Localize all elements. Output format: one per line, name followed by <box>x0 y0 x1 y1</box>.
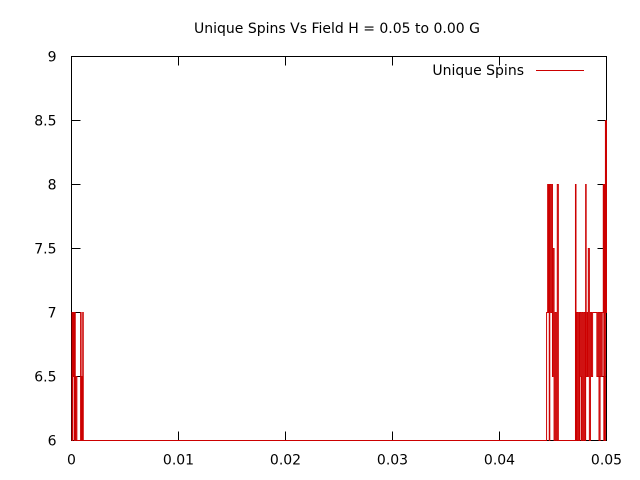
chart-title: Unique Spins Vs Field H = 0.05 to 0.00 G <box>194 21 480 37</box>
y-tick-label: 7.5 <box>34 242 56 258</box>
x-axis: 0 0.01 0.02 0.03 0.04 0.05 <box>67 56 622 469</box>
y-tick-label: 7 <box>48 306 57 322</box>
y-tick-label: 9 <box>48 50 57 66</box>
legend: Unique Spins <box>432 63 584 79</box>
legend-label-unique-spins: Unique Spins <box>432 63 524 79</box>
x-tick-label: 0.01 <box>163 453 194 469</box>
x-tick-label: 0.04 <box>484 453 515 469</box>
y-tick-label: 8.5 <box>34 114 56 130</box>
x-tick-label: 0.05 <box>591 453 622 469</box>
x-tick-label: 0 <box>67 453 76 469</box>
y-tick-label: 6 <box>48 434 57 450</box>
x-tick-label: 0.02 <box>270 453 301 469</box>
plot-frame <box>71 56 607 441</box>
series-line-unique-spins <box>71 120 607 441</box>
y-tick-label: 6.5 <box>34 370 56 386</box>
x-tick-label: 0.03 <box>377 453 408 469</box>
y-axis: 6 6.5 7 7.5 8 8.5 9 <box>34 50 607 450</box>
series-layer <box>71 120 607 441</box>
y-tick-label: 8 <box>48 178 57 194</box>
